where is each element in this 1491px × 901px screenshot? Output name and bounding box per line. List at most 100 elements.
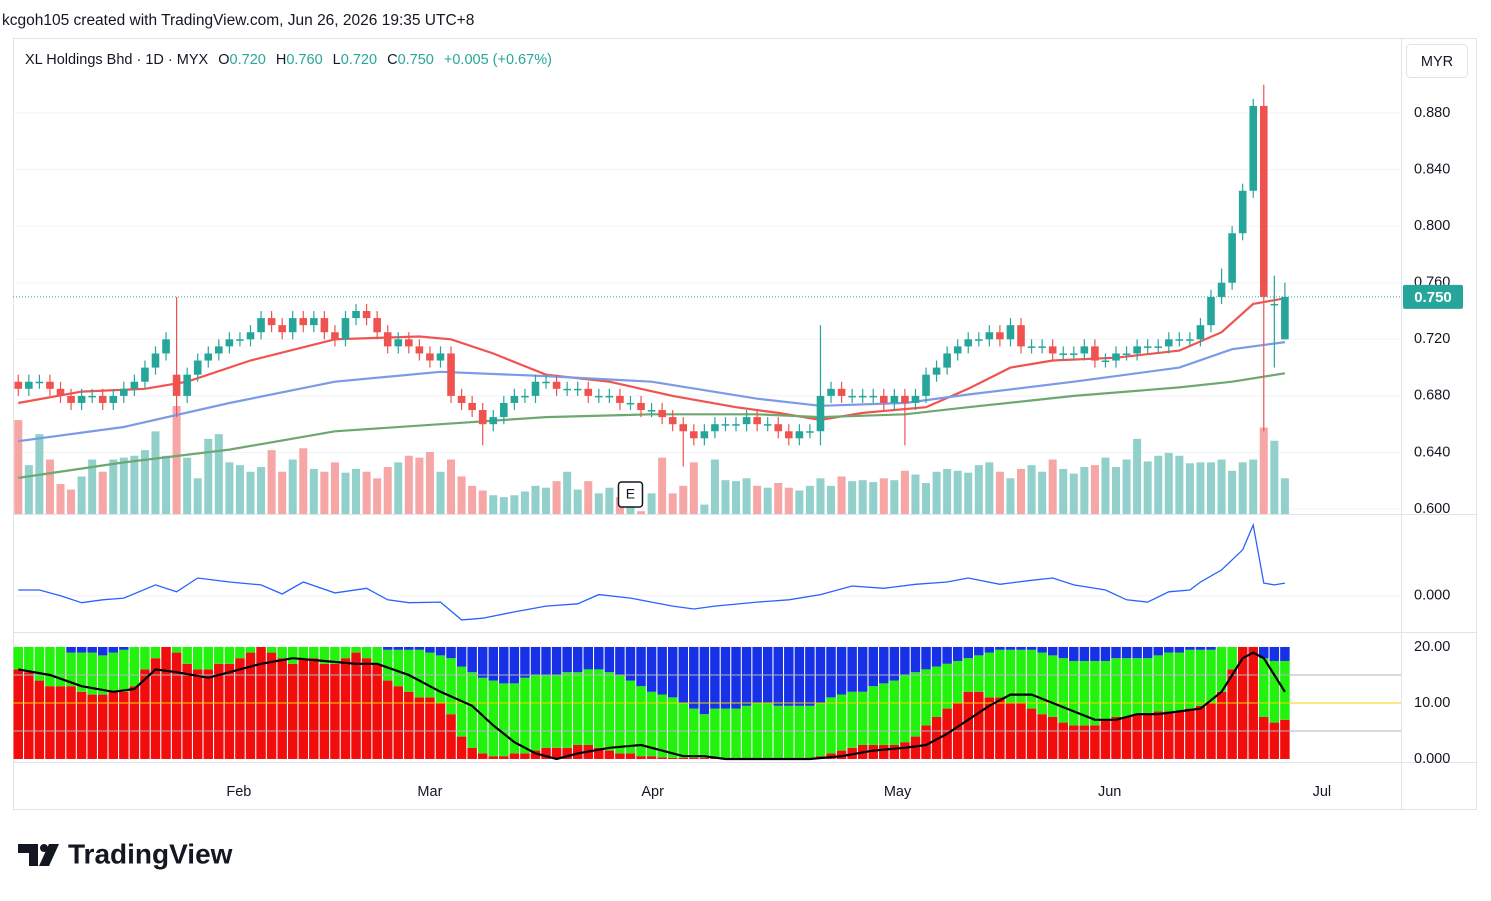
stack-bar: [330, 646, 340, 664]
stack-bar: [984, 646, 995, 653]
stack-bar: [530, 750, 541, 759]
y-tick-label: 10.00: [1414, 695, 1450, 711]
volume-bar: [1027, 465, 1036, 514]
stack-bar: [615, 753, 625, 759]
volume-bar: [710, 459, 719, 514]
stack-bar: [87, 652, 97, 695]
stack-bar: [615, 646, 625, 675]
logo: TradingView: [18, 838, 233, 869]
stack-bar: [952, 646, 963, 661]
stack-bar: [1069, 646, 1079, 661]
stack-bar: [900, 674, 910, 743]
candle-body: [436, 353, 445, 361]
volume-bar: [119, 457, 128, 514]
volume-bar: [594, 493, 603, 514]
volume-bar: [67, 489, 76, 514]
stack-bar: [868, 686, 878, 745]
legend-value: 0.720: [230, 52, 266, 68]
candle-body: [985, 332, 994, 340]
stack-bar: [119, 649, 129, 692]
candle-body: [542, 381, 550, 384]
stack-bar: [298, 658, 309, 759]
candle-body: [1228, 233, 1236, 283]
stack-bar: [55, 646, 66, 687]
volume-bar: [795, 490, 804, 514]
stack-bar: [974, 655, 984, 692]
candle-body: [668, 417, 677, 425]
stack-bar: [889, 646, 900, 681]
y-tick-label: 0.640: [1414, 444, 1450, 460]
volume-bar: [98, 471, 107, 514]
candle-body: [1259, 105, 1268, 297]
candle-body: [383, 332, 392, 347]
volume-bar: [531, 485, 540, 514]
candle-body: [837, 388, 846, 396]
stack-bar: [404, 649, 414, 692]
candle-body: [1101, 360, 1110, 363]
candle-body: [1122, 353, 1131, 355]
volume-bar: [953, 470, 962, 514]
volume-bar: [858, 480, 867, 514]
stack-bar: [203, 646, 214, 670]
stack-bar: [815, 702, 826, 757]
candle-body: [616, 395, 624, 403]
candle-body: [1175, 339, 1184, 341]
stack-bar: [562, 646, 572, 673]
stack-bar: [720, 708, 731, 758]
stack-bar: [192, 669, 203, 759]
stack-bar: [1079, 725, 1090, 759]
stack-bar: [1111, 658, 1121, 717]
stack-bar: [330, 663, 340, 759]
candle-body: [1164, 339, 1173, 347]
stack-bar: [66, 652, 76, 687]
stack-bar: [467, 747, 477, 759]
volume-bar: [837, 476, 846, 514]
stack-bar: [762, 702, 773, 758]
currency[interactable]: MYR: [1421, 54, 1453, 70]
stack-bar: [1259, 646, 1269, 659]
candle-body: [531, 381, 540, 396]
stack-bar: [425, 646, 435, 653]
volume-bar: [890, 480, 899, 514]
stack-bar: [1216, 691, 1227, 759]
candle-body: [1196, 325, 1205, 340]
volume-bar: [1080, 467, 1089, 514]
legend-label: O: [218, 52, 229, 68]
volume-bar: [848, 481, 857, 514]
stack-bar: [879, 744, 889, 759]
stack-bar: [572, 672, 583, 745]
stack-bar: [583, 646, 594, 670]
indicator-line: [18, 651, 1286, 761]
volume-bar: [489, 495, 498, 514]
stack-bar: [319, 646, 330, 664]
candle-body: [637, 402, 645, 411]
volume-bar: [436, 471, 445, 514]
candle-body: [267, 318, 276, 326]
candle-body: [964, 339, 973, 347]
volume-bar: [362, 471, 371, 514]
candle-body: [415, 346, 424, 354]
stack-bar: [1174, 711, 1185, 759]
stack-bar: [1153, 646, 1163, 656]
stack-bar: [646, 691, 657, 757]
stack-bar: [1121, 716, 1132, 759]
volume-bar: [1048, 459, 1057, 514]
volume-bar: [1206, 462, 1216, 514]
stack-bar: [667, 697, 678, 758]
candle-body: [426, 353, 434, 361]
currency-box[interactable]: [1406, 44, 1468, 78]
candle-body: [257, 318, 265, 333]
candle-body: [246, 332, 255, 340]
x-tick-label: Feb: [226, 784, 251, 800]
volume-bar: [721, 480, 730, 514]
volume-bar: [605, 487, 614, 514]
volume-bar: [1196, 462, 1205, 514]
stack-bar: [382, 680, 393, 759]
stack-bar: [182, 646, 192, 664]
stack-bar: [1153, 711, 1163, 759]
candle-body: [288, 318, 297, 333]
volume-bar: [1143, 461, 1152, 514]
stack-bar: [319, 663, 330, 759]
stack-bar: [171, 646, 182, 653]
stack-bar: [995, 697, 1005, 759]
